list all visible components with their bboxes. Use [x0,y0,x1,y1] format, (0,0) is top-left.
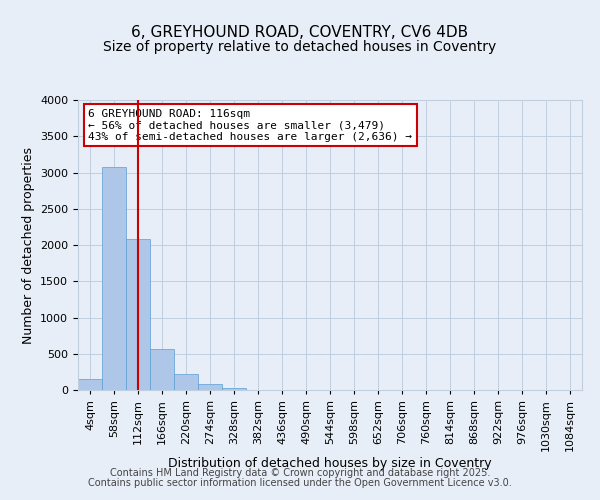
Bar [222,388,246,390]
Text: 6, GREYHOUND ROAD, COVENTRY, CV6 4DB: 6, GREYHOUND ROAD, COVENTRY, CV6 4DB [131,25,469,40]
X-axis label: Distribution of detached houses by size in Coventry: Distribution of detached houses by size … [168,456,492,469]
Bar [126,239,150,390]
Y-axis label: Number of detached properties: Number of detached properties [22,146,35,344]
Text: Contains HM Land Registry data © Crown copyright and database right 2025.: Contains HM Land Registry data © Crown c… [110,468,490,477]
Text: 6 GREYHOUND ROAD: 116sqm
← 56% of detached houses are smaller (3,479)
43% of sem: 6 GREYHOUND ROAD: 116sqm ← 56% of detach… [88,108,412,142]
Bar [78,379,102,390]
Text: Size of property relative to detached houses in Coventry: Size of property relative to detached ho… [103,40,497,54]
Bar [174,374,198,390]
Text: Contains public sector information licensed under the Open Government Licence v3: Contains public sector information licen… [88,478,512,488]
Bar [150,348,174,390]
Bar [198,384,222,390]
Bar [102,166,126,390]
